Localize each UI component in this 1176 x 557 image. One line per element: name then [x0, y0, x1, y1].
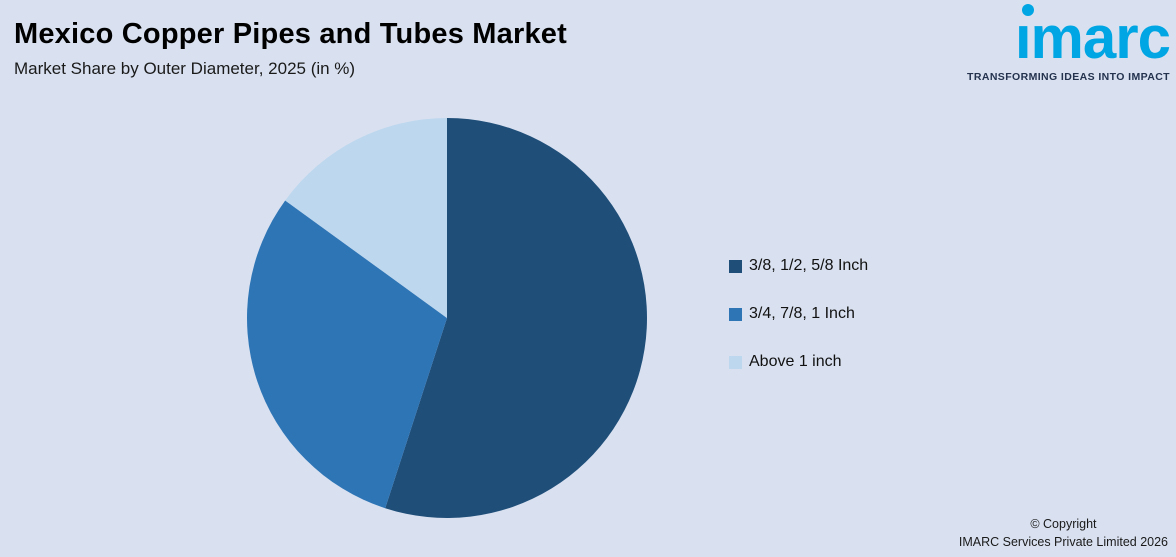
legend-swatch [729, 259, 742, 273]
copyright-notice: © Copyright IMARC Services Private Limit… [959, 515, 1168, 551]
chart-legend: 3/8, 1/2, 5/8 Inch 3/4, 7/8, 1 Inch Abov… [729, 256, 868, 400]
pie-chart [247, 118, 647, 518]
imarc-logo: ımarc TRANSFORMING IDEAS INTO IMPACT [930, 4, 1171, 83]
pie-chart-container [247, 118, 647, 518]
copyright-line2: IMARC Services Private Limited 2026 [958, 534, 1168, 549]
legend-item: 3/4, 7/8, 1 Inch [729, 304, 868, 324]
legend-label: 3/4, 7/8, 1 Inch [749, 305, 855, 322]
page-subtitle: Market Share by Outer Diameter, 2025 (in… [14, 59, 356, 78]
copyright-line1: © Copyright [1030, 516, 1097, 531]
legend-swatch [729, 355, 742, 369]
imarc-logo-word: ımarc [1014, 4, 1171, 71]
legend-item: Above 1 inch [729, 352, 868, 372]
pie-slice-1 [247, 200, 447, 509]
legend-swatch [729, 307, 742, 321]
imarc-logo-dot-icon [1021, 4, 1034, 16]
legend-label: Above 1 inch [749, 353, 842, 370]
pie-slice-0 [385, 118, 647, 518]
chart-header: Mexico Copper Pipes and Tubes Market Mar… [14, 18, 567, 79]
page-title: Mexico Copper Pipes and Tubes Market [14, 18, 567, 50]
imarc-logo-word-wrap: ımarc [1014, 4, 1171, 71]
legend-label: 3/8, 1/2, 5/8 Inch [749, 257, 869, 274]
imarc-logo-tagline: TRANSFORMING IDEAS INTO IMPACT [967, 71, 1170, 83]
legend-item: 3/8, 1/2, 5/8 Inch [729, 256, 868, 276]
pie-slice-2 [285, 118, 447, 318]
